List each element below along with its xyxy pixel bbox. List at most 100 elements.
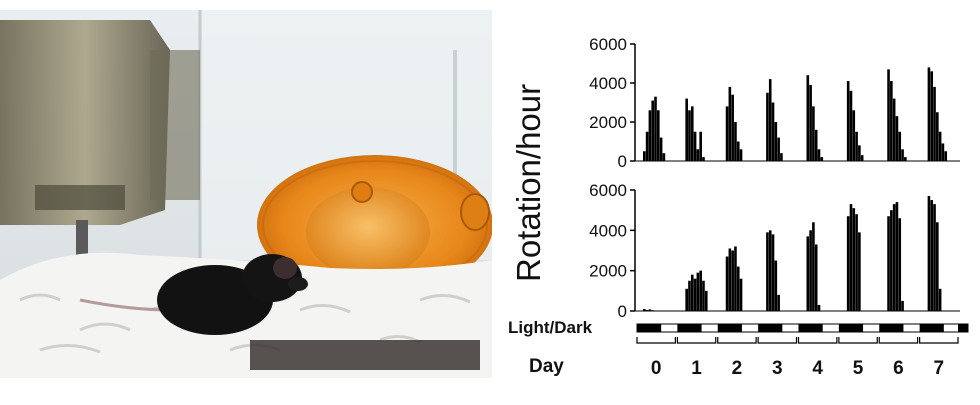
activity-bar <box>887 216 890 311</box>
activity-bar <box>895 116 899 161</box>
day-bracket <box>919 337 959 344</box>
activity-bar <box>736 266 740 311</box>
activity-bar <box>944 151 948 161</box>
dark-phase-segment <box>717 324 742 332</box>
day-label: 4 <box>812 358 823 379</box>
activity-bar <box>901 300 904 311</box>
activity-bar <box>725 256 729 311</box>
day-label: 7 <box>934 358 945 379</box>
activity-bar <box>806 75 810 161</box>
activity-bar <box>930 71 934 161</box>
activity-bar <box>777 137 780 161</box>
dark-phase-segment <box>879 324 904 332</box>
activity-bar <box>898 218 902 311</box>
activity-bar <box>702 280 705 311</box>
activity-bar <box>895 202 899 311</box>
activity-bar <box>651 100 654 161</box>
activity-bar <box>777 294 780 311</box>
activity-bar <box>892 204 896 311</box>
y-tick-label: 4000 <box>589 74 627 93</box>
activity-bar <box>728 248 732 311</box>
activity-bar <box>651 310 654 311</box>
activity-bar <box>933 86 936 161</box>
y-tick-label: 2000 <box>589 113 627 132</box>
day-bracket <box>636 337 676 344</box>
activity-bar <box>941 143 945 161</box>
activity-bar <box>648 110 652 161</box>
y-tick-label: 6000 <box>589 181 627 200</box>
day-label: 2 <box>732 358 743 379</box>
activity-bar <box>927 67 931 161</box>
activity-bar <box>855 131 858 161</box>
activity-bar <box>846 216 850 311</box>
activity-bar <box>904 157 907 161</box>
activity-bar <box>938 288 942 311</box>
activity-bar <box>933 204 936 311</box>
activity-bar <box>898 131 902 161</box>
activity-bar <box>890 210 893 311</box>
activity-bar <box>930 200 934 311</box>
activity-bar <box>693 131 697 161</box>
day-label: 5 <box>853 358 864 379</box>
activity-bar <box>771 234 775 311</box>
activity-bar <box>901 149 904 161</box>
activity-bar <box>766 232 769 311</box>
day-bracket <box>717 337 757 344</box>
activity-bar <box>643 308 646 311</box>
activity-bar <box>849 90 853 161</box>
activity-bar <box>768 230 772 311</box>
activity-bar <box>688 280 691 311</box>
activity-bar <box>817 304 821 311</box>
activity-bar <box>645 309 649 311</box>
activity-bar <box>820 157 824 161</box>
activity-bar <box>734 122 737 161</box>
activity-bar <box>662 153 666 161</box>
activity-bar <box>725 106 729 161</box>
activity-bar <box>739 278 743 311</box>
activity-bar <box>814 244 818 311</box>
dark-phase-segment <box>637 324 662 332</box>
activity-bar <box>852 110 856 161</box>
activity-bar <box>809 84 812 161</box>
activity-bar <box>817 149 821 161</box>
activity-bar <box>771 102 775 161</box>
activity-bar <box>892 98 896 161</box>
day-label: 3 <box>772 358 783 379</box>
y-axis-label: Rotation/hour <box>510 84 547 282</box>
activity-bar <box>696 149 700 161</box>
day-bracket <box>676 337 717 344</box>
activity-bar <box>806 236 810 311</box>
activity-bar <box>927 196 931 311</box>
activity-bar <box>938 131 942 161</box>
activity-bar <box>766 92 769 161</box>
activity-bar <box>657 110 660 161</box>
activity-bar <box>693 278 697 311</box>
activity-bar <box>814 129 818 161</box>
running-wheel <box>257 155 492 295</box>
y-tick-label: 6000 <box>589 35 627 54</box>
activity-bar <box>699 131 702 161</box>
activity-bar <box>659 137 663 161</box>
activity-bar <box>734 246 737 311</box>
dark-phase-segment <box>838 324 864 332</box>
day-bracket <box>797 337 838 344</box>
activity-bar <box>648 309 652 311</box>
activity-bar <box>809 230 812 311</box>
day-label: 6 <box>893 358 904 379</box>
dark-phase-segment <box>758 324 783 332</box>
y-tick-label: 4000 <box>589 221 627 240</box>
activity-bar <box>887 69 890 161</box>
activity-bar <box>702 157 705 161</box>
activity-bar <box>699 270 702 311</box>
water-bottle <box>0 20 200 258</box>
light-dark-row-label: Light/Dark <box>508 318 593 337</box>
mouse <box>79 254 308 335</box>
activity-bar <box>849 204 853 311</box>
activity-bar <box>890 81 893 161</box>
activity-bar <box>654 96 657 161</box>
activity-bar <box>858 145 861 161</box>
activity-bar <box>936 112 939 161</box>
mouse-cage-photo <box>0 10 492 378</box>
dark-phase-segment <box>919 324 944 332</box>
